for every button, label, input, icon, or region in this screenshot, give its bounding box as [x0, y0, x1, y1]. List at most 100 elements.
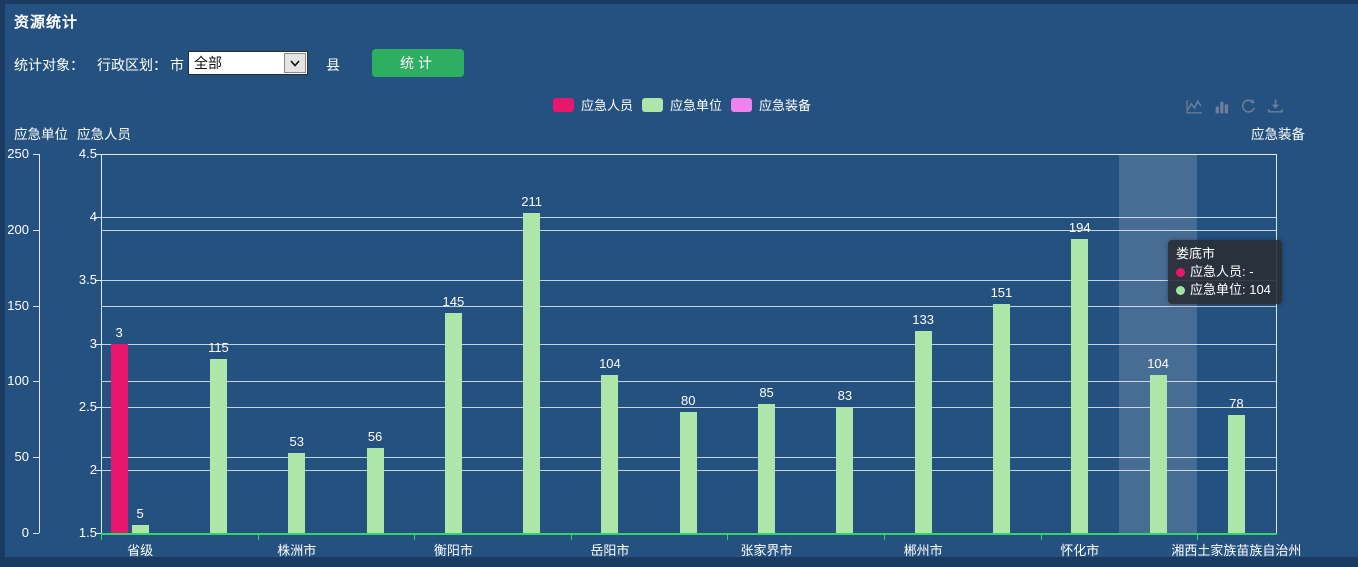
- emergency-unit-bar[interactable]: [992, 304, 1010, 533]
- person-axis-tick: [95, 280, 101, 282]
- legend-item[interactable]: 应急单位: [642, 95, 722, 114]
- person-axis-line: [101, 154, 102, 533]
- chevron-down-icon[interactable]: [284, 53, 306, 73]
- unit-axis-tick: [33, 457, 39, 459]
- bar-value-label: 56: [367, 429, 383, 445]
- person-axis-tick-label: 2.5: [78, 398, 97, 414]
- bar-value-label: 133: [912, 312, 934, 328]
- x-axis-label: 怀化市: [1060, 543, 1100, 558]
- tooltip-row: 应急单位: 104: [1176, 281, 1274, 299]
- emergency-unit-bar[interactable]: [131, 525, 149, 533]
- emergency-unit-bar[interactable]: [1071, 238, 1089, 533]
- bar-value-label: 5: [136, 506, 144, 522]
- x-axis-tick: [257, 535, 259, 540]
- unit-axis-tick-label: 100: [7, 373, 29, 389]
- bar-value-label: 145: [442, 294, 465, 310]
- x-axis-tick: [1040, 535, 1042, 540]
- person-axis-tick: [95, 217, 101, 219]
- x-axis-tick: [414, 535, 416, 540]
- bar-value-label: 3: [115, 324, 123, 340]
- refresh-icon[interactable]: [1240, 98, 1257, 115]
- legend-item[interactable]: 应急装备: [731, 95, 811, 114]
- gridline: [101, 343, 1276, 345]
- person-axis-tick-label: 4: [89, 209, 97, 225]
- gridline: [101, 381, 1276, 383]
- emergency-unit-bar[interactable]: [209, 358, 227, 533]
- emergency-unit-bar[interactable]: [288, 452, 306, 533]
- emergency-personnel-bar[interactable]: [110, 343, 128, 533]
- x-axis-tick: [101, 535, 102, 540]
- x-axis-label: 株洲市: [277, 543, 317, 558]
- bar-value-label: 53: [289, 433, 304, 449]
- bar-value-label: 78: [1229, 395, 1244, 411]
- emergency-unit-bar[interactable]: [444, 313, 462, 533]
- x-axis-tick: [884, 535, 885, 540]
- person-axis-tick-label: 3.5: [78, 272, 97, 288]
- unit-axis-title: 应急单位: [14, 127, 68, 142]
- x-axis-label: 岳阳市: [590, 543, 630, 558]
- emergency-unit-bar[interactable]: [523, 213, 541, 533]
- region-label: 行政区划：: [97, 57, 167, 73]
- emergency-unit-bar[interactable]: [914, 331, 932, 533]
- emergency-unit-bar[interactable]: [679, 411, 697, 533]
- legend-swatch: [731, 97, 753, 112]
- person-axis-tick-label: 4.5: [78, 146, 97, 161]
- unit-axis-tick: [33, 305, 39, 307]
- person-axis-title: 应急人员: [77, 127, 131, 142]
- x-axis-label: 衡阳市: [433, 543, 473, 558]
- download-icon[interactable]: [1267, 98, 1284, 115]
- legend-item[interactable]: 应急人员: [553, 95, 633, 114]
- x-axis-tick: [570, 535, 572, 540]
- unit-axis-tick-label: 150: [7, 297, 29, 313]
- chart-tooltip: 娄底市 应急人员: - 应急单位: 104: [1168, 240, 1282, 304]
- unit-axis-tick-label: 250: [7, 146, 29, 161]
- unit-axis-tick-label: 50: [14, 449, 29, 465]
- person-axis-tick: [95, 533, 101, 534]
- series-dot-icon: [1176, 267, 1185, 277]
- unit-axis-tick: [33, 154, 39, 155]
- unit-axis-tick-label: 0: [21, 525, 29, 540]
- x-axis-label: 郴州市: [903, 543, 943, 558]
- window-left-edge: [0, 0, 5, 567]
- unit-axis-line: [39, 154, 40, 533]
- bar-value-label: 85: [759, 385, 774, 401]
- emergency-unit-bar[interactable]: [1227, 414, 1245, 533]
- city-select[interactable]: 全部: [188, 51, 308, 75]
- unit-axis-tick: [33, 533, 39, 534]
- bar-value-label: 80: [681, 392, 696, 408]
- stat-button[interactable]: 统计: [372, 49, 464, 77]
- gridline: [101, 280, 1276, 282]
- window-bottom-edge: [0, 557, 1358, 567]
- bar-chart-icon[interactable]: [1213, 98, 1230, 115]
- x-axis-label: 张家界市: [740, 543, 793, 558]
- legend-swatch: [642, 97, 664, 112]
- bar-value-label: 104: [1147, 356, 1169, 372]
- gridline: [101, 305, 1276, 307]
- emergency-unit-bar[interactable]: [601, 375, 619, 533]
- bar-value-label: 194: [1068, 219, 1091, 235]
- person-axis-tick: [95, 469, 101, 471]
- bar-value-label: 104: [599, 356, 621, 372]
- emergency-unit-bar[interactable]: [1149, 375, 1167, 533]
- person-axis-tick: [95, 406, 101, 408]
- legend-label: 应急单位: [670, 98, 723, 113]
- tooltip-row-text: 应急单位: 104: [1190, 282, 1271, 297]
- line-chart-icon[interactable]: [1186, 98, 1203, 115]
- tooltip-title: 娄底市: [1176, 246, 1216, 261]
- emergency-unit-bar[interactable]: [836, 407, 854, 533]
- stat-object-label: 统计对象：: [14, 57, 84, 73]
- person-axis-tick: [95, 154, 101, 155]
- bar-value-label: 83: [837, 388, 853, 404]
- legend-label: 应急人员: [581, 98, 634, 113]
- gridline: [101, 217, 1276, 219]
- city-select-value: 全部: [194, 55, 222, 71]
- legend-swatch: [553, 97, 574, 112]
- equipment-axis-line: [1275, 154, 1277, 533]
- page-title: 资源统计: [14, 14, 79, 31]
- emergency-unit-bar[interactable]: [758, 404, 776, 533]
- x-axis-label: 省级: [127, 543, 154, 558]
- chart-legend: 应急人员 应急单位 应急装备: [553, 95, 811, 114]
- emergency-unit-bar[interactable]: [366, 448, 384, 533]
- x-axis-tick: [1197, 535, 1199, 540]
